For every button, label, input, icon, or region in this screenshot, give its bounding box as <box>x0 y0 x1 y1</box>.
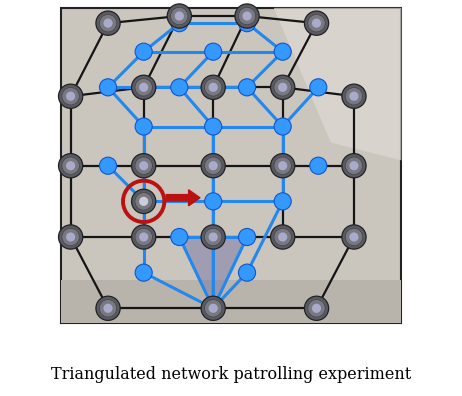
Circle shape <box>171 15 188 32</box>
Circle shape <box>310 157 327 174</box>
Circle shape <box>238 15 255 32</box>
Circle shape <box>139 161 148 170</box>
Circle shape <box>135 192 152 210</box>
Circle shape <box>349 232 359 242</box>
Circle shape <box>201 75 225 99</box>
Text: Triangulated network patrolling experiment: Triangulated network patrolling experime… <box>51 366 411 383</box>
Circle shape <box>205 118 222 135</box>
Circle shape <box>308 14 325 32</box>
Circle shape <box>132 225 156 249</box>
Polygon shape <box>179 237 247 308</box>
Circle shape <box>103 304 113 313</box>
Circle shape <box>345 157 363 175</box>
Circle shape <box>238 264 255 281</box>
Circle shape <box>139 232 148 242</box>
Circle shape <box>96 296 120 320</box>
Circle shape <box>205 193 222 210</box>
Circle shape <box>205 78 222 96</box>
Circle shape <box>139 197 148 206</box>
Circle shape <box>274 157 292 175</box>
Circle shape <box>342 225 366 249</box>
Circle shape <box>208 83 218 92</box>
Circle shape <box>170 7 188 25</box>
Circle shape <box>171 79 188 96</box>
Circle shape <box>278 232 287 242</box>
Circle shape <box>135 193 152 210</box>
Circle shape <box>99 157 116 174</box>
Circle shape <box>201 225 225 249</box>
Bar <box>61 280 401 322</box>
Circle shape <box>274 78 292 96</box>
Circle shape <box>59 154 83 178</box>
Circle shape <box>238 7 256 25</box>
Circle shape <box>139 83 148 92</box>
Circle shape <box>208 161 218 170</box>
Circle shape <box>103 19 113 28</box>
Circle shape <box>99 299 117 317</box>
Circle shape <box>310 79 327 96</box>
Circle shape <box>201 296 225 320</box>
Circle shape <box>62 157 79 175</box>
Circle shape <box>205 300 222 317</box>
Circle shape <box>135 157 152 175</box>
Circle shape <box>274 118 291 135</box>
Circle shape <box>96 11 120 35</box>
Circle shape <box>349 161 359 170</box>
Circle shape <box>342 84 366 109</box>
Circle shape <box>304 11 328 35</box>
Circle shape <box>278 161 287 170</box>
Circle shape <box>274 228 292 246</box>
Circle shape <box>208 304 218 313</box>
Circle shape <box>171 228 188 246</box>
Circle shape <box>59 225 83 249</box>
Circle shape <box>238 79 255 96</box>
Circle shape <box>59 84 83 109</box>
Circle shape <box>345 228 363 246</box>
Circle shape <box>349 91 359 101</box>
Circle shape <box>175 11 184 21</box>
Circle shape <box>132 189 156 213</box>
Circle shape <box>135 43 152 60</box>
Circle shape <box>312 19 321 28</box>
Circle shape <box>66 232 75 242</box>
Circle shape <box>238 228 255 246</box>
Circle shape <box>342 154 366 178</box>
Bar <box>61 8 401 322</box>
Circle shape <box>205 43 222 60</box>
Circle shape <box>62 88 79 105</box>
Circle shape <box>135 264 152 281</box>
Circle shape <box>66 91 75 101</box>
Circle shape <box>205 299 222 317</box>
Circle shape <box>345 88 363 105</box>
Circle shape <box>167 4 191 28</box>
Circle shape <box>135 118 152 135</box>
Circle shape <box>312 304 321 313</box>
Circle shape <box>235 4 259 28</box>
Circle shape <box>304 296 328 320</box>
Circle shape <box>208 232 218 242</box>
Circle shape <box>201 154 225 178</box>
FancyArrow shape <box>166 190 200 206</box>
Circle shape <box>132 154 156 178</box>
Circle shape <box>308 299 325 317</box>
Circle shape <box>99 79 116 96</box>
Circle shape <box>274 193 291 210</box>
Polygon shape <box>274 8 401 160</box>
Circle shape <box>132 75 156 99</box>
Circle shape <box>205 228 222 246</box>
Circle shape <box>274 43 291 60</box>
Circle shape <box>62 228 79 246</box>
Circle shape <box>205 157 222 175</box>
Circle shape <box>66 161 75 170</box>
Circle shape <box>135 78 152 96</box>
Circle shape <box>271 154 295 178</box>
Circle shape <box>271 225 295 249</box>
Circle shape <box>278 83 287 92</box>
Circle shape <box>99 14 117 32</box>
Circle shape <box>135 228 152 246</box>
Circle shape <box>271 75 295 99</box>
Circle shape <box>243 11 252 21</box>
